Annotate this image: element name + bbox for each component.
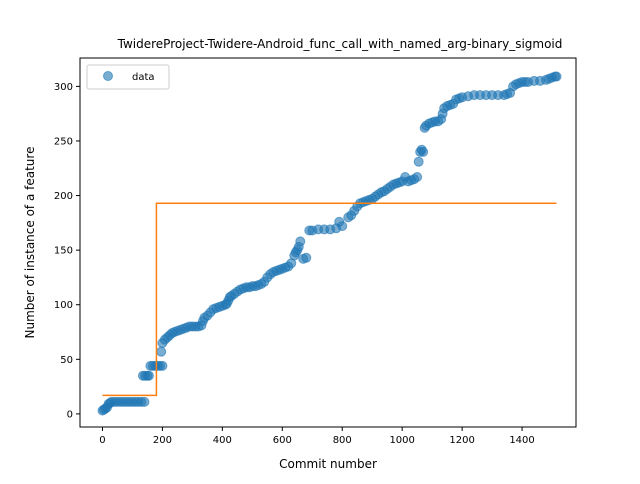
x-tick-label: 0 [99,435,105,446]
y-tick-label: 250 [54,136,73,147]
data-point [157,360,168,371]
y-tick-label: 0 [67,409,73,420]
data-point [412,171,423,182]
x-tick-label: 600 [273,435,292,446]
legend-box [86,64,170,90]
legend: data [86,64,170,90]
y-tick-label: 300 [54,82,73,93]
data-point [413,156,424,167]
data-point [295,236,306,247]
x-tick-label: 400 [213,435,232,446]
y-axis: 0 50 100 150 200 250 300 [54,82,80,420]
data-point [551,71,562,82]
y-tick-label: 100 [54,300,73,311]
x-tick-label: 200 [153,435,172,446]
data-point [156,346,167,357]
x-axis: 0 200 400 600 800 1000 1200 1400 [99,427,535,446]
y-tick-label: 200 [54,191,73,202]
data-series [97,71,562,416]
x-tick-label: 1000 [389,435,414,446]
legend-marker-data [103,71,113,81]
y-axis-label: Number of instance of a feature [23,147,37,339]
chart-title: TwidereProject-Twidere-Android_func_call… [117,37,563,51]
data-point [301,252,312,263]
sigmoid-fit-line [102,202,557,397]
data-point [418,146,429,157]
x-tick-label: 1200 [449,435,474,446]
legend-label-data: data [132,72,155,83]
x-tick-label: 1400 [509,435,534,446]
data-point [334,216,345,227]
plot-frame [79,57,577,428]
series-layer [97,71,562,416]
y-tick-label: 150 [54,246,73,257]
y-tick-label: 50 [60,355,73,366]
data-point [143,370,154,381]
x-tick-label: 800 [333,435,352,446]
x-axis-label: Commit number [279,457,377,471]
data-point [139,396,150,407]
